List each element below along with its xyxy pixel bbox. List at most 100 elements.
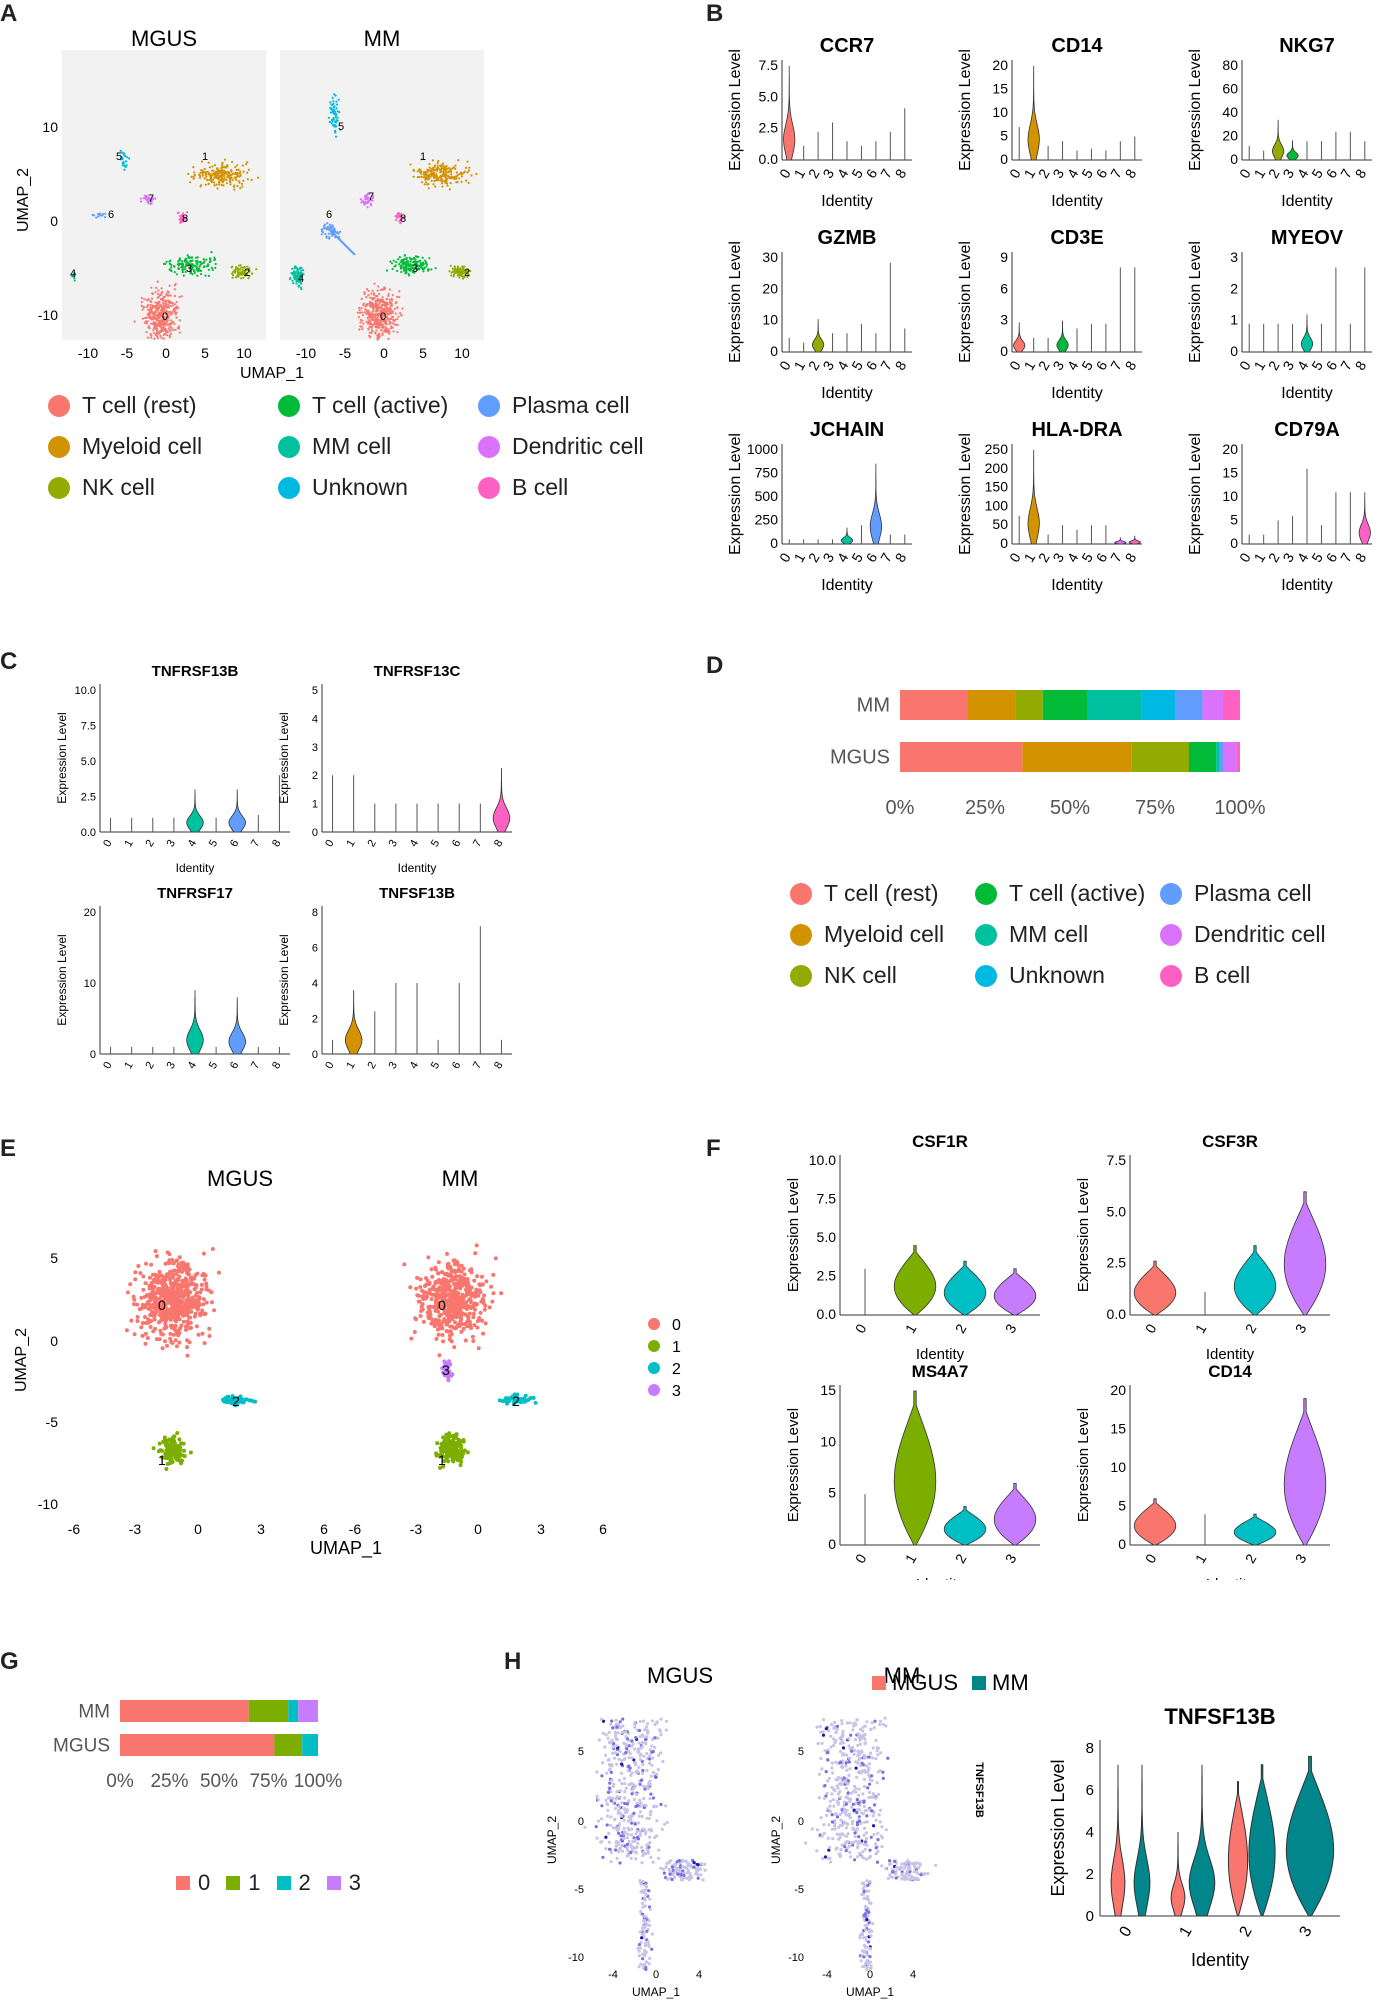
umap-point bbox=[210, 251, 213, 254]
y-axis-label: Expression Level bbox=[727, 433, 744, 555]
panel-d-stacked-bar: MM MGUS 0% 25% 50% 75% 100% bbox=[780, 680, 1380, 850]
umap-point bbox=[390, 304, 393, 307]
feature-point bbox=[657, 1753, 661, 1757]
umap-point bbox=[394, 318, 397, 321]
umap-point bbox=[159, 325, 162, 328]
cluster-label: 1 bbox=[202, 151, 208, 163]
legend-d-item: Dendritic cell bbox=[1160, 921, 1360, 948]
umap-point bbox=[403, 216, 406, 219]
umap-point bbox=[177, 1284, 182, 1289]
y-tick-label: 10 bbox=[1222, 488, 1238, 504]
panel-b-violins: CCR7 7.5 5.0 2.5 0.0 Expression Level 0 1 2 3 4 5 6 7… bbox=[700, 20, 1384, 600]
x-tick-label: 1 bbox=[122, 1060, 135, 1071]
y-tick-label: 5 bbox=[312, 685, 318, 697]
umap-point bbox=[160, 336, 163, 339]
violin-body bbox=[943, 1260, 987, 1316]
umap-point bbox=[229, 183, 232, 186]
umap-point bbox=[430, 1274, 435, 1279]
legend-e-label-2: 2 bbox=[672, 1361, 681, 1378]
violin-body bbox=[1027, 66, 1040, 161]
umap-point bbox=[164, 304, 167, 307]
umap-point bbox=[177, 260, 180, 263]
feature-point bbox=[650, 1719, 655, 1723]
umap-point bbox=[451, 1302, 456, 1307]
umap-point bbox=[152, 329, 155, 332]
umap-point bbox=[403, 258, 406, 261]
umap-point bbox=[197, 1297, 202, 1302]
umap-point bbox=[125, 164, 128, 167]
umap-point bbox=[466, 160, 469, 163]
umap-point bbox=[419, 262, 422, 265]
umap-point bbox=[443, 173, 446, 176]
umap-point bbox=[300, 266, 303, 269]
umap-point bbox=[173, 1328, 178, 1333]
feature-point bbox=[661, 1867, 665, 1871]
feature-point bbox=[699, 1873, 703, 1877]
violin-body bbox=[1027, 450, 1040, 545]
umap-point bbox=[220, 164, 224, 167]
umap-point bbox=[413, 268, 416, 271]
umap-point bbox=[388, 288, 391, 291]
umap-a-xtick-l1: -5 bbox=[121, 345, 134, 361]
umap-point bbox=[178, 295, 181, 299]
bar-segment bbox=[1042, 690, 1087, 720]
feature-point bbox=[654, 1721, 658, 1725]
x-tick-label: 2 bbox=[143, 838, 156, 849]
violin-title: TNFSF13B bbox=[379, 885, 455, 902]
umap-point bbox=[213, 181, 216, 184]
feature-point bbox=[653, 1745, 657, 1750]
umap-point bbox=[401, 307, 404, 310]
feature-point bbox=[638, 1754, 642, 1758]
feature-point bbox=[640, 1901, 645, 1906]
umap-point bbox=[157, 1269, 162, 1274]
y-tick-label: 2 bbox=[312, 770, 318, 782]
y-tick-label: 15 bbox=[992, 81, 1008, 97]
umap-point bbox=[467, 1268, 472, 1273]
feature-point bbox=[612, 1782, 616, 1786]
umap-point bbox=[170, 1274, 175, 1279]
umap-point bbox=[369, 296, 372, 299]
umap-point bbox=[331, 124, 335, 127]
umap-point bbox=[168, 1331, 173, 1336]
umap-point bbox=[128, 157, 131, 160]
panel-label-b: B bbox=[706, 0, 724, 27]
violin-body bbox=[1128, 535, 1141, 545]
y-tick-label: 10 bbox=[84, 978, 96, 990]
umap-point bbox=[191, 263, 194, 266]
umap-point bbox=[451, 1443, 456, 1448]
umap-point bbox=[381, 332, 384, 335]
umap-point bbox=[450, 1457, 455, 1462]
umap-point bbox=[391, 267, 394, 271]
cluster-label: 5 bbox=[338, 121, 344, 133]
y-tick-label: 3 bbox=[1230, 249, 1238, 265]
umap-a-xtick-l3: 5 bbox=[201, 345, 209, 361]
y-tick-label: 0 bbox=[1000, 151, 1008, 167]
umap-point bbox=[447, 1431, 452, 1436]
legend-a-item: NK cell bbox=[48, 474, 278, 501]
feature-point bbox=[623, 1782, 627, 1786]
bar-segment bbox=[1141, 690, 1176, 720]
feature-point bbox=[639, 1801, 643, 1805]
umap-point bbox=[170, 1341, 175, 1345]
violin-title: NKG7 bbox=[1279, 35, 1335, 57]
feature-point bbox=[612, 1756, 617, 1760]
cluster-label: 0 bbox=[438, 1297, 446, 1313]
umap-point bbox=[143, 1315, 147, 1319]
umap-point bbox=[166, 312, 169, 315]
umap-point bbox=[143, 1331, 148, 1336]
x-tick-label: 4 bbox=[408, 1060, 421, 1071]
umap-point bbox=[246, 178, 249, 181]
umap-point bbox=[369, 305, 372, 308]
umap-point bbox=[190, 1295, 195, 1300]
umap-point bbox=[323, 223, 327, 226]
umap-point bbox=[173, 1453, 178, 1458]
feature-point bbox=[605, 1814, 609, 1818]
bar-segment bbox=[1202, 690, 1223, 720]
x-tick-label: 25% bbox=[150, 1771, 188, 1792]
feature-point bbox=[639, 1962, 643, 1966]
umap-point bbox=[196, 263, 199, 266]
feature-point bbox=[618, 1749, 622, 1753]
y-tick-label: 20 bbox=[992, 57, 1008, 73]
